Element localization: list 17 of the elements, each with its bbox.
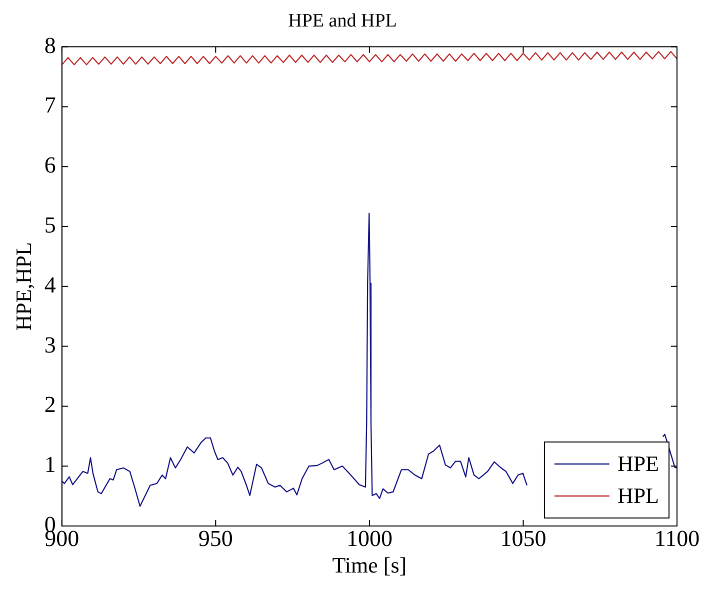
y-tick-label: 8	[44, 32, 56, 58]
x-tick-label: 1050	[500, 526, 546, 551]
x-tick-label: 1100	[654, 526, 700, 551]
y-tick-label: 5	[44, 212, 56, 238]
y-tick-label: 1	[44, 452, 56, 478]
x-tick-label: 950	[198, 526, 233, 551]
legend-label: HPE	[617, 450, 659, 476]
y-tick-label: 3	[44, 332, 56, 358]
y-tick-label: 7	[44, 92, 56, 118]
y-tick-label: 6	[44, 152, 56, 178]
y-tick-label: 2	[44, 392, 56, 418]
y-axis-title: HPE,HPL	[10, 242, 36, 331]
y-tick-label: 4	[44, 272, 56, 298]
legend-label: HPL	[617, 482, 659, 508]
chart-title: HPE and HPL	[288, 10, 397, 32]
x-tick-label: 1000	[346, 526, 392, 551]
x-axis-title: Time [s]	[332, 552, 407, 578]
